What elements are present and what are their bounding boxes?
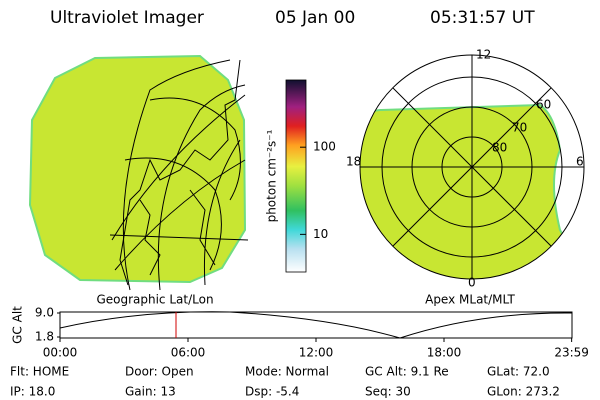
x-tick-label: 00:00 [43,346,78,360]
lat-label: 80 [492,141,507,155]
alt-curve [59,311,573,339]
lat-label: 60 [536,98,551,112]
status-field: Flt: HOME [10,365,69,379]
x-tick-label: 23:59 [554,346,589,360]
panel-label: Apex MLat/MLT [425,293,515,307]
status-field: GC Alt: 9.1 Re [365,365,449,379]
x-tick-label: 12:00 [299,346,334,360]
colorbar-label: photon cm⁻²s⁻¹ [265,129,279,222]
status-field: Dsp: -5.4 [245,385,299,399]
polar-plot [359,54,585,280]
mlt-label: 6 [576,155,584,169]
status-field: Mode: Normal [245,365,329,379]
mlt-label: 18 [346,155,361,169]
date: 05 Jan 00 [275,8,355,28]
mlt-label: 12 [476,48,491,62]
colorbar-tick-label: 100 [313,140,336,154]
x-tick-label: 18:00 [427,346,462,360]
x-tick-label: 06:00 [171,346,206,360]
geo-image [28,54,249,291]
lat-label: 70 [512,121,527,135]
alt-ylabel: GC Alt [11,306,25,344]
colorbar [285,79,307,273]
y-tick-label: 9.0 [35,306,54,320]
status-field: Seq: 30 [365,385,411,399]
time: 05:31:57 UT [430,8,535,28]
colorbar-tick-label: 10 [313,227,328,241]
status-field: IP: 18.0 [10,385,55,399]
status-field: Door: Open [125,365,194,379]
mlt-label: 0 [468,276,476,290]
y-tick-label: 1.8 [35,330,54,344]
title: Ultraviolet Imager [50,8,204,28]
status-field: GLon: 273.2 [487,385,560,399]
panel-label: Geographic Lat/Lon [96,293,213,307]
status-field: GLat: 72.0 [487,365,550,379]
status-field: Gain: 13 [125,385,176,399]
